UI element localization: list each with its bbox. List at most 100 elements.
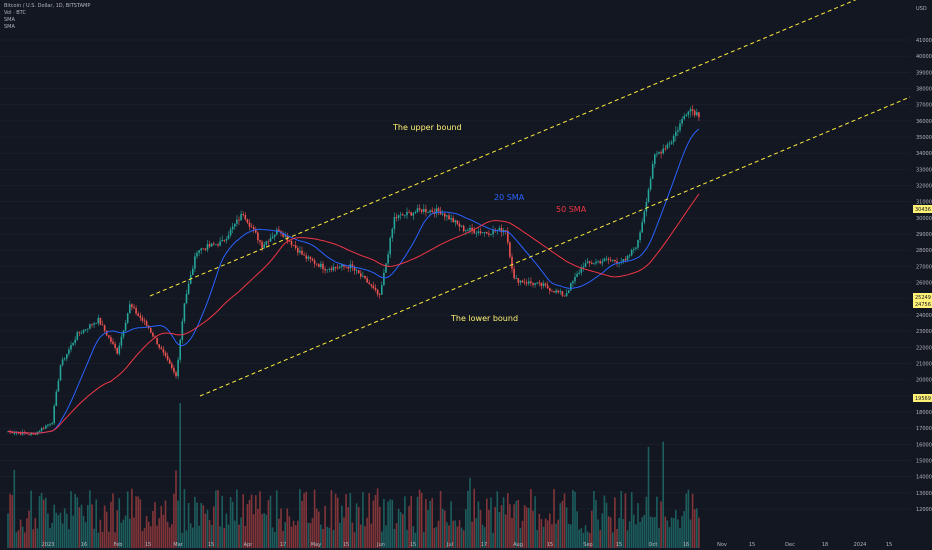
symbol-title[interactable]: Bitcoin / U.S. Dollar, 1D, BITSTAMP [4, 3, 91, 9]
volume-bar [462, 530, 465, 548]
candle-body [246, 219, 249, 223]
volume-bar [99, 519, 102, 548]
volume-legend[interactable]: Vol · BTC [4, 10, 26, 16]
candle-body [34, 434, 37, 435]
candle-body [576, 273, 578, 277]
candle-body [549, 288, 551, 291]
candle-body [483, 232, 486, 233]
candle-body [112, 341, 114, 344]
candle-body [103, 325, 106, 331]
time-tick-label: 15 [886, 542, 892, 548]
volume-bar [244, 525, 247, 548]
candle-body [315, 263, 318, 265]
candle-body [164, 352, 167, 356]
candle-body [225, 238, 228, 241]
volume-bar [559, 503, 562, 548]
volume-bar [66, 513, 68, 548]
volume-bar [261, 514, 263, 548]
volume-bar [145, 515, 148, 548]
volume-bar [13, 469, 16, 548]
candle-body [271, 236, 274, 239]
volume-bar [219, 526, 221, 548]
sma-legend-2[interactable]: SMA [4, 24, 15, 30]
volume-bar [597, 519, 599, 548]
price-tick-label: 28000 [916, 248, 932, 254]
candle-body [668, 143, 671, 145]
volume-bar [521, 520, 524, 548]
candle-body [66, 353, 68, 359]
volume-bar [454, 520, 457, 548]
volume-bar [511, 517, 513, 548]
volume-bar [336, 497, 339, 548]
candle-body [28, 434, 30, 435]
candle-body [194, 256, 196, 269]
candle-body [242, 214, 244, 215]
candle-body [465, 230, 467, 232]
candle-body [618, 262, 620, 264]
candle-body [173, 367, 175, 373]
candle-body [40, 428, 43, 432]
volume-bar [271, 527, 274, 548]
volume-bar [391, 499, 394, 548]
volume-bar [612, 532, 614, 548]
volume-bar [519, 527, 522, 548]
candle-body [391, 228, 394, 238]
price-tick-label: 24000 [916, 313, 932, 319]
candle-body [292, 245, 295, 246]
candle-body [444, 213, 446, 217]
candle-body [198, 250, 200, 253]
volume-bar [282, 530, 284, 548]
sma-legend-1[interactable]: SMA [4, 17, 15, 23]
candle-body [99, 317, 102, 325]
volume-bar [687, 489, 690, 548]
volume-bar [423, 532, 425, 548]
price-tick-label: 12000 [916, 507, 932, 513]
price-badge-label: 19569 [915, 396, 931, 402]
time-tick-label: Dec [785, 542, 795, 548]
volume-bar [349, 492, 352, 548]
candle-body [460, 225, 463, 227]
volume-bar [42, 499, 45, 548]
volume-bar [362, 492, 364, 548]
currency-label: USD [916, 6, 927, 12]
volume-bar [582, 532, 585, 548]
volume-bar [320, 524, 322, 548]
volume-bar [330, 490, 333, 548]
candle-body [540, 282, 543, 286]
volume-bar [93, 528, 95, 548]
candle-body [355, 270, 358, 272]
candle-body [206, 244, 209, 250]
volume-bar [229, 496, 232, 548]
volume-bar [120, 522, 123, 548]
candle-body [244, 214, 247, 220]
volume-bar [137, 496, 139, 548]
candle-body [418, 208, 421, 210]
volume-bar [101, 531, 104, 548]
volume-bar [486, 498, 488, 548]
candle-body [131, 304, 133, 308]
candle-body [542, 283, 545, 286]
volume-bar [133, 517, 135, 548]
price-tick-label: 38000 [916, 87, 932, 93]
candle-body [597, 261, 599, 263]
candle-body [563, 295, 566, 297]
volume-bar [242, 494, 244, 548]
candle-body [578, 272, 580, 274]
volume-bar [626, 530, 629, 548]
volume-bar [599, 530, 601, 548]
candle-body [372, 285, 375, 288]
volume-bar [154, 502, 156, 548]
candle-body [118, 345, 121, 354]
volume-bar [89, 490, 91, 548]
volume-bar [475, 518, 478, 548]
volume-bar [683, 511, 685, 548]
volume-bar [353, 532, 356, 548]
volume-bar [309, 522, 312, 548]
candle-body [546, 285, 549, 289]
candle-body [666, 144, 669, 149]
candle-body [467, 230, 469, 232]
volume-bar [601, 513, 604, 548]
candle-body [395, 217, 398, 218]
volume-bar [393, 528, 396, 548]
